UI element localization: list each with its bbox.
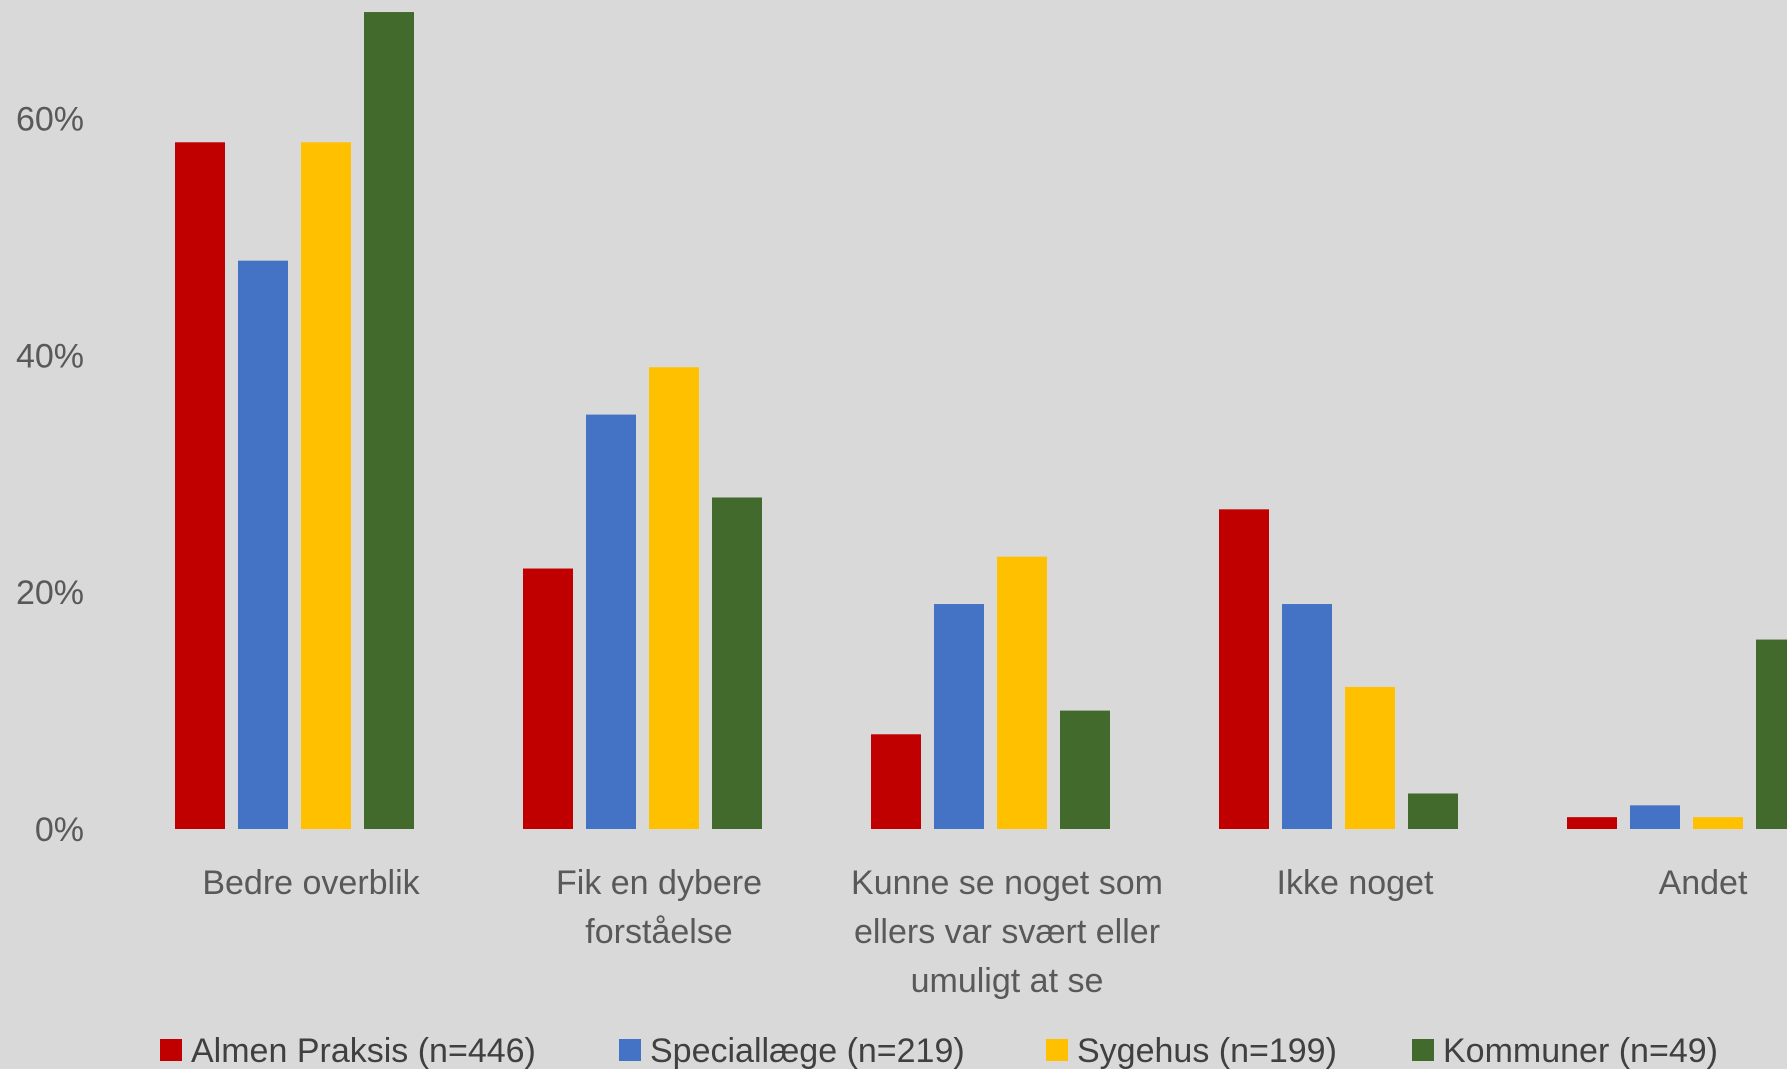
y-tick-label: 40%	[16, 337, 84, 375]
category-label: Kunne se noget som	[851, 864, 1163, 902]
legend-swatch	[1412, 1039, 1434, 1061]
category-label: Bedre overblik	[202, 864, 420, 902]
x-axis: Bedre overblik Fik en dybere forståelse Kun…	[202, 864, 1748, 1000]
bar	[934, 604, 984, 829]
legend: Almen Praksis (n=446) Speciallæge (n=219)…	[160, 1032, 1718, 1069]
bar	[1282, 604, 1332, 829]
bar	[1219, 509, 1269, 829]
bar	[175, 142, 225, 829]
bar	[1630, 805, 1680, 829]
legend-label: Kommuner (n=49)	[1443, 1032, 1718, 1069]
category-label: Andet	[1659, 864, 1748, 902]
bar	[364, 12, 414, 829]
category-label: ellers var svært eller	[854, 913, 1160, 951]
category-label: Fik en dybere	[556, 864, 762, 902]
legend-label: Almen Praksis (n=446)	[191, 1032, 536, 1069]
category-label: Ikke noget	[1277, 864, 1434, 902]
bar	[301, 142, 351, 829]
legend-swatch	[619, 1039, 641, 1061]
y-tick-label: 60%	[16, 101, 84, 139]
bar	[1567, 817, 1617, 829]
bar	[1693, 817, 1743, 829]
bar	[238, 261, 288, 829]
bar	[1756, 640, 1787, 829]
bar	[997, 557, 1047, 829]
bars	[175, 12, 1787, 829]
legend-label: Sygehus (n=199)	[1077, 1032, 1337, 1069]
legend-swatch	[1046, 1039, 1068, 1061]
legend-label: Speciallæge (n=219)	[650, 1032, 965, 1069]
bar	[712, 497, 762, 829]
bar	[649, 367, 699, 829]
bar	[586, 415, 636, 829]
bar	[1408, 793, 1458, 829]
y-tick-label: 0%	[35, 811, 84, 849]
bar	[1060, 711, 1110, 829]
y-tick-label: 20%	[16, 574, 84, 612]
category-label: forståelse	[585, 913, 732, 951]
bar	[871, 734, 921, 829]
bar	[1345, 687, 1395, 829]
bar	[523, 569, 573, 829]
y-axis: 0% 20% 40% 60%	[16, 101, 84, 849]
legend-swatch	[160, 1039, 182, 1061]
category-label: umuligt at se	[911, 962, 1104, 1000]
